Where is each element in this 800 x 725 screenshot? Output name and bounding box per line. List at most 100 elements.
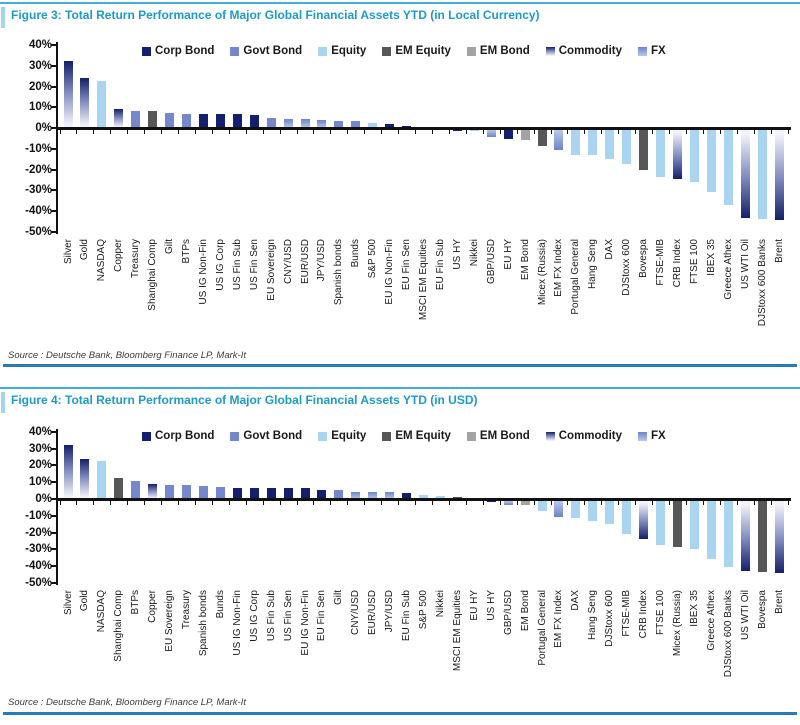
bar-us-ig-corp bbox=[249, 487, 259, 499]
x-axis-tick bbox=[618, 130, 620, 134]
x-label-us-hy: US HY bbox=[485, 590, 497, 621]
bar-us-hy bbox=[486, 501, 496, 502]
x-axis-tick bbox=[635, 501, 637, 505]
bar-eu-ig-non-fin bbox=[385, 124, 395, 128]
legend-label: Corp Bond bbox=[155, 45, 215, 57]
x-axis-tick bbox=[787, 130, 789, 134]
x-axis-tick bbox=[161, 501, 163, 505]
legend-swatch-commodity-icon bbox=[545, 46, 555, 56]
bar-gold bbox=[80, 78, 90, 128]
x-label-msci-em-equities: MSCI EM Equities bbox=[451, 590, 463, 672]
x-axis-tick bbox=[465, 130, 467, 134]
x-label-spanish-bonds: Spanish bonds bbox=[197, 590, 209, 657]
x-axis-tick bbox=[719, 501, 721, 505]
x-axis-tick bbox=[161, 130, 163, 134]
legend-label: Govt Bond bbox=[243, 45, 303, 57]
x-label-bovespa: Bovespa bbox=[756, 590, 768, 629]
legend-label: EM Bond bbox=[479, 45, 530, 57]
bar-s-p-500 bbox=[368, 122, 378, 128]
x-axis-tick bbox=[381, 501, 383, 505]
bar-eu-hy bbox=[503, 130, 513, 140]
y-tick-40 bbox=[51, 565, 56, 568]
x-axis-tick bbox=[482, 501, 484, 505]
x-axis-tick bbox=[635, 130, 637, 134]
x-label-cny-usd: CNY/USD bbox=[350, 590, 362, 636]
x-axis-tick bbox=[448, 501, 450, 505]
x-label-em-bond: EM Bond bbox=[519, 239, 531, 281]
x-label-eu-sovereign: EU Sovereign bbox=[164, 590, 176, 652]
y-tick-10 bbox=[51, 106, 56, 109]
x-axis-tick bbox=[76, 501, 78, 505]
y-tick-label-20: 20% bbox=[28, 80, 52, 93]
x-axis-tick bbox=[415, 130, 417, 134]
x-axis-tick bbox=[178, 130, 180, 134]
x-axis-tick bbox=[194, 501, 196, 505]
x-axis-tick bbox=[652, 130, 654, 134]
y-tick-50 bbox=[51, 230, 56, 233]
bar-us-fin-sub bbox=[266, 487, 276, 499]
x-label-djstoxx-600: DJStoxx 600 bbox=[604, 590, 616, 647]
x-label-us-fin-sen: US Fin Sen bbox=[282, 590, 294, 642]
x-label-us-fin-sub: US Fin Sub bbox=[231, 239, 243, 291]
x-axis-tick bbox=[313, 130, 315, 134]
x-axis-tick bbox=[127, 501, 129, 505]
x-axis-tick bbox=[516, 130, 518, 134]
bar-nikkei bbox=[435, 495, 445, 499]
legend-item-govt-bond: Govt Bond bbox=[230, 430, 302, 442]
bar-djstoxx-600 bbox=[622, 130, 632, 164]
bar-us-ig-non-fin bbox=[232, 487, 242, 499]
x-label-djstoxx-600: DJStoxx 600 bbox=[621, 239, 633, 296]
title-accent-bar bbox=[1, 392, 5, 413]
x-label-gilt: Gilt bbox=[333, 590, 345, 605]
x-label-ftse-mib: FTSE-MIB bbox=[655, 239, 667, 286]
bar-us-fin-sub bbox=[232, 114, 242, 128]
y-tick-label-30: 30% bbox=[28, 442, 52, 455]
legend-label: EM Bond bbox=[479, 430, 530, 442]
legend-item-fx: FX bbox=[638, 430, 666, 442]
bar-cny-usd bbox=[283, 119, 293, 128]
x-axis-tick bbox=[669, 130, 670, 134]
x-axis-tick bbox=[652, 501, 654, 505]
y-tick-label-40: 40% bbox=[28, 425, 52, 438]
x-axis-tick bbox=[685, 130, 687, 134]
x-axis-tick bbox=[347, 130, 349, 134]
bar-ftse-mib bbox=[656, 130, 666, 177]
legend-item-em-bond: EM Bond bbox=[466, 45, 530, 57]
x-axis-tick bbox=[685, 501, 687, 505]
bar-djstoxx-600-banks bbox=[723, 501, 733, 568]
x-label-eu-ig-non-fin: EU IG Non-Fin bbox=[384, 239, 396, 305]
figure4-panel: Figure 4: Total Return Performance of Ma… bbox=[0, 385, 800, 725]
y-tick-20 bbox=[51, 85, 56, 88]
x-axis-tick bbox=[59, 501, 61, 505]
bar-crb-index bbox=[672, 130, 682, 179]
legend-label: EM Equity bbox=[395, 45, 451, 57]
bar-gilt bbox=[165, 112, 175, 128]
legend-label: Commodity bbox=[558, 430, 622, 442]
bar-us-wti-oil bbox=[740, 130, 750, 219]
x-label-eu-sovereign: EU Sovereign bbox=[265, 239, 277, 301]
y-tick-label-30: 30% bbox=[28, 59, 52, 72]
x-label-gold: Gold bbox=[79, 239, 91, 261]
x-axis-tick bbox=[59, 130, 61, 134]
y-tick-40 bbox=[51, 44, 56, 46]
y-tick-label-10: 10% bbox=[28, 476, 52, 489]
x-axis-tick bbox=[770, 501, 772, 505]
y-tick-label-50: -50% bbox=[25, 577, 52, 589]
x-label-portugal-general: Portugal General bbox=[570, 239, 582, 315]
x-axis-tick bbox=[211, 501, 213, 505]
y-tick-50 bbox=[51, 582, 56, 584]
figure4-plot: 40% 30% 20% 10% 0% -10% -20% -30% -40% -50% Silver… bbox=[0, 385, 800, 725]
x-axis-tick bbox=[144, 501, 146, 505]
x-axis-tick bbox=[364, 501, 366, 505]
bar-treasury bbox=[131, 110, 141, 128]
legend-label: Govt Bond bbox=[243, 430, 303, 442]
y-axis-line bbox=[56, 428, 58, 585]
x-axis-tick bbox=[736, 501, 738, 505]
x-axis-tick bbox=[144, 130, 146, 134]
y-tick-label-0: 0% bbox=[35, 122, 52, 134]
legend-swatch-em-equity-icon bbox=[382, 431, 392, 441]
x-axis-tick bbox=[279, 130, 281, 134]
legend-swatch-em-bond-icon bbox=[466, 431, 476, 441]
legend-item-govt-bond: Govt Bond bbox=[230, 45, 302, 57]
